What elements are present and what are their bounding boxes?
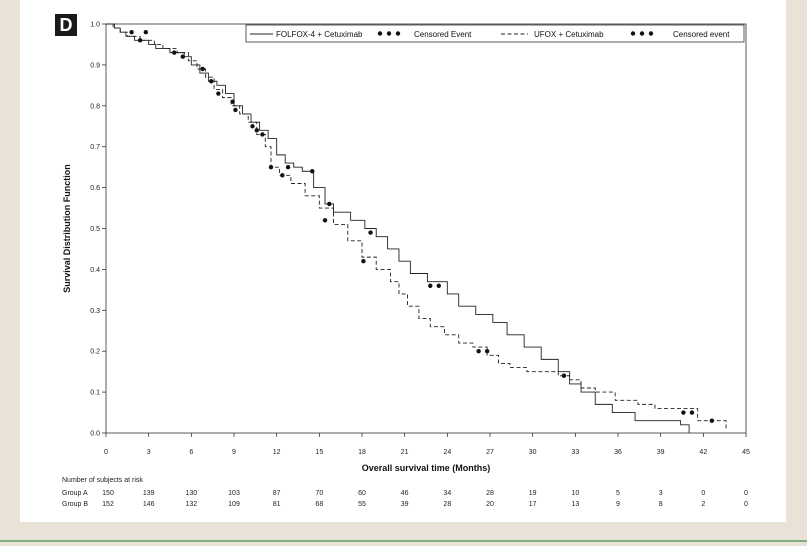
y-axis-label: Survival Distribution Function [62,164,72,293]
censored-marker [484,349,490,354]
legend-box [245,24,745,43]
y-tick-label: 0.2 [90,349,100,356]
censored-marker [180,54,185,59]
x-tick-label: 30 [529,449,537,456]
legend-series-a-label: FOLFOX-4 + Cetuximab [276,30,363,39]
series-line-ufox-cetuximab [106,23,727,429]
y-tick-label: 0.8 [90,103,100,110]
legend-censor-marker [395,31,401,36]
y-tick-label: 0.4 [90,267,100,274]
x-tick-label: 9 [232,449,236,456]
censored-marker [129,29,134,35]
y-tick-label: 0.1 [90,390,100,397]
legend-censor-marker [377,31,383,36]
censored-marker [436,283,441,288]
censored-marker [368,230,373,235]
y-tick-label: 0.9 [90,62,100,69]
censored-marker [361,259,366,264]
censored-marker [200,66,205,72]
censored-marker [327,201,332,207]
x-tick-label: 3 [147,449,151,456]
x-tick-label: 33 [571,449,579,456]
x-tick-label: 45 [742,449,750,456]
censored-marker [285,164,291,170]
bottom-divider [0,540,807,542]
x-tick-label: 12 [273,449,281,456]
censored-marker [709,418,715,423]
legend-censor-marker [648,31,654,36]
censored-marker [681,410,686,415]
censored-marker [268,164,274,170]
x-tick-label: 15 [315,449,323,456]
y-tick-label: 0.7 [90,144,100,151]
x-tick-label: 27 [486,449,494,456]
plot-frame [105,23,747,434]
x-tick-label: 21 [401,449,409,456]
censored-marker [322,218,328,223]
y-tick-label: 0.3 [90,308,100,315]
x-tick-label: 18 [358,449,366,456]
censored-marker [233,107,238,113]
censored-marker [172,50,177,55]
censored-marker [476,349,481,354]
censored-marker [689,410,695,415]
y-tick-label: 1.0 [90,22,100,29]
censored-marker [137,38,143,43]
censored-marker [310,169,315,174]
panel-label: D [55,14,77,36]
legend-series-b-censor-label: Censored event [673,30,730,39]
y-tick-label: 0.0 [90,431,100,438]
legend-series-a-censor-label: Censored Event [414,30,472,39]
y-tick-label: 0.5 [90,226,100,233]
x-tick-label: 36 [614,449,622,456]
x-tick-label: 39 [657,449,665,456]
censored-marker [143,29,149,35]
x-axis-label: Overall survival time (Months) [362,463,491,473]
x-tick-label: 24 [443,449,451,456]
censored-marker [216,91,221,96]
risk-table-title: Number of subjects at risk [62,477,143,484]
censored-marker [209,79,214,84]
x-tick-label: 0 [104,449,108,456]
series-line-folfox4-cetuximab [106,23,690,433]
legend-censor-marker [630,31,636,36]
censored-marker [250,124,255,129]
censored-marker [280,173,285,178]
censored-marker [428,283,433,288]
legend-censor-marker [386,31,392,36]
legend-series-b-label: UFOX + Cetuximab [534,30,604,39]
y-tick-label: 0.6 [90,185,100,192]
x-tick-label: 42 [699,449,707,456]
x-tick-label: 6 [189,449,193,456]
legend-censor-marker [639,31,645,36]
